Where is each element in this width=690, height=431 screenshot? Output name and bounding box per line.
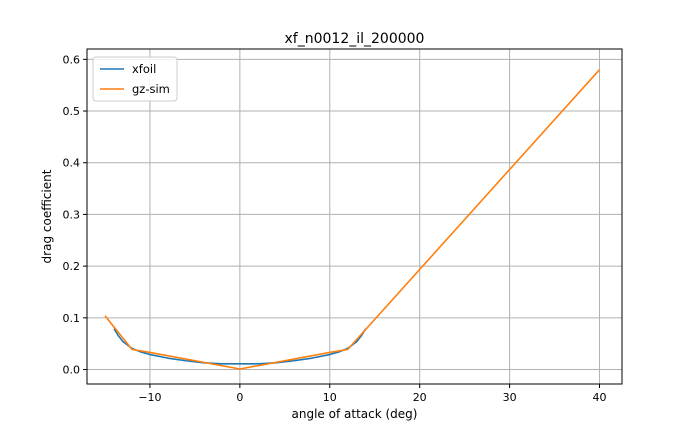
y-tick-label: 0.1 bbox=[63, 312, 81, 325]
x-tick-label: 20 bbox=[413, 391, 427, 404]
x-tick-label: 0 bbox=[236, 391, 243, 404]
chart-title: xf_n0012_il_200000 bbox=[285, 31, 425, 47]
y-tick-label: 0.6 bbox=[63, 53, 81, 66]
y-tick-label: 0.2 bbox=[63, 260, 81, 273]
series-line-gz-sim bbox=[104, 69, 601, 370]
legend-label-xfoil: xfoil bbox=[132, 62, 156, 76]
legend: xfoil gz-sim bbox=[92, 56, 178, 102]
y-tick-label: 0.3 bbox=[63, 208, 81, 221]
grid-lines bbox=[87, 49, 622, 384]
legend-box bbox=[92, 56, 178, 102]
axes-frame bbox=[86, 48, 623, 385]
x-tick-label: 30 bbox=[503, 391, 517, 404]
series-lines bbox=[104, 69, 601, 370]
x-tick-label: 40 bbox=[593, 391, 607, 404]
x-tick-label: 10 bbox=[323, 391, 337, 404]
ticks: −10 0 10 20 30 40 0.0 0.1 0.2 0.3 0.4 0.5 0.6 bbox=[63, 53, 607, 404]
y-tick-label: 0.0 bbox=[63, 364, 81, 377]
x-axis-label: angle of attack (deg) bbox=[292, 407, 418, 421]
y-axis-label: drag coefficient bbox=[40, 169, 54, 263]
legend-label-gz-sim: gz-sim bbox=[132, 82, 170, 96]
x-tick-label: −10 bbox=[138, 391, 161, 404]
y-tick-label: 0.5 bbox=[63, 105, 81, 118]
y-tick-label: 0.4 bbox=[63, 157, 81, 170]
